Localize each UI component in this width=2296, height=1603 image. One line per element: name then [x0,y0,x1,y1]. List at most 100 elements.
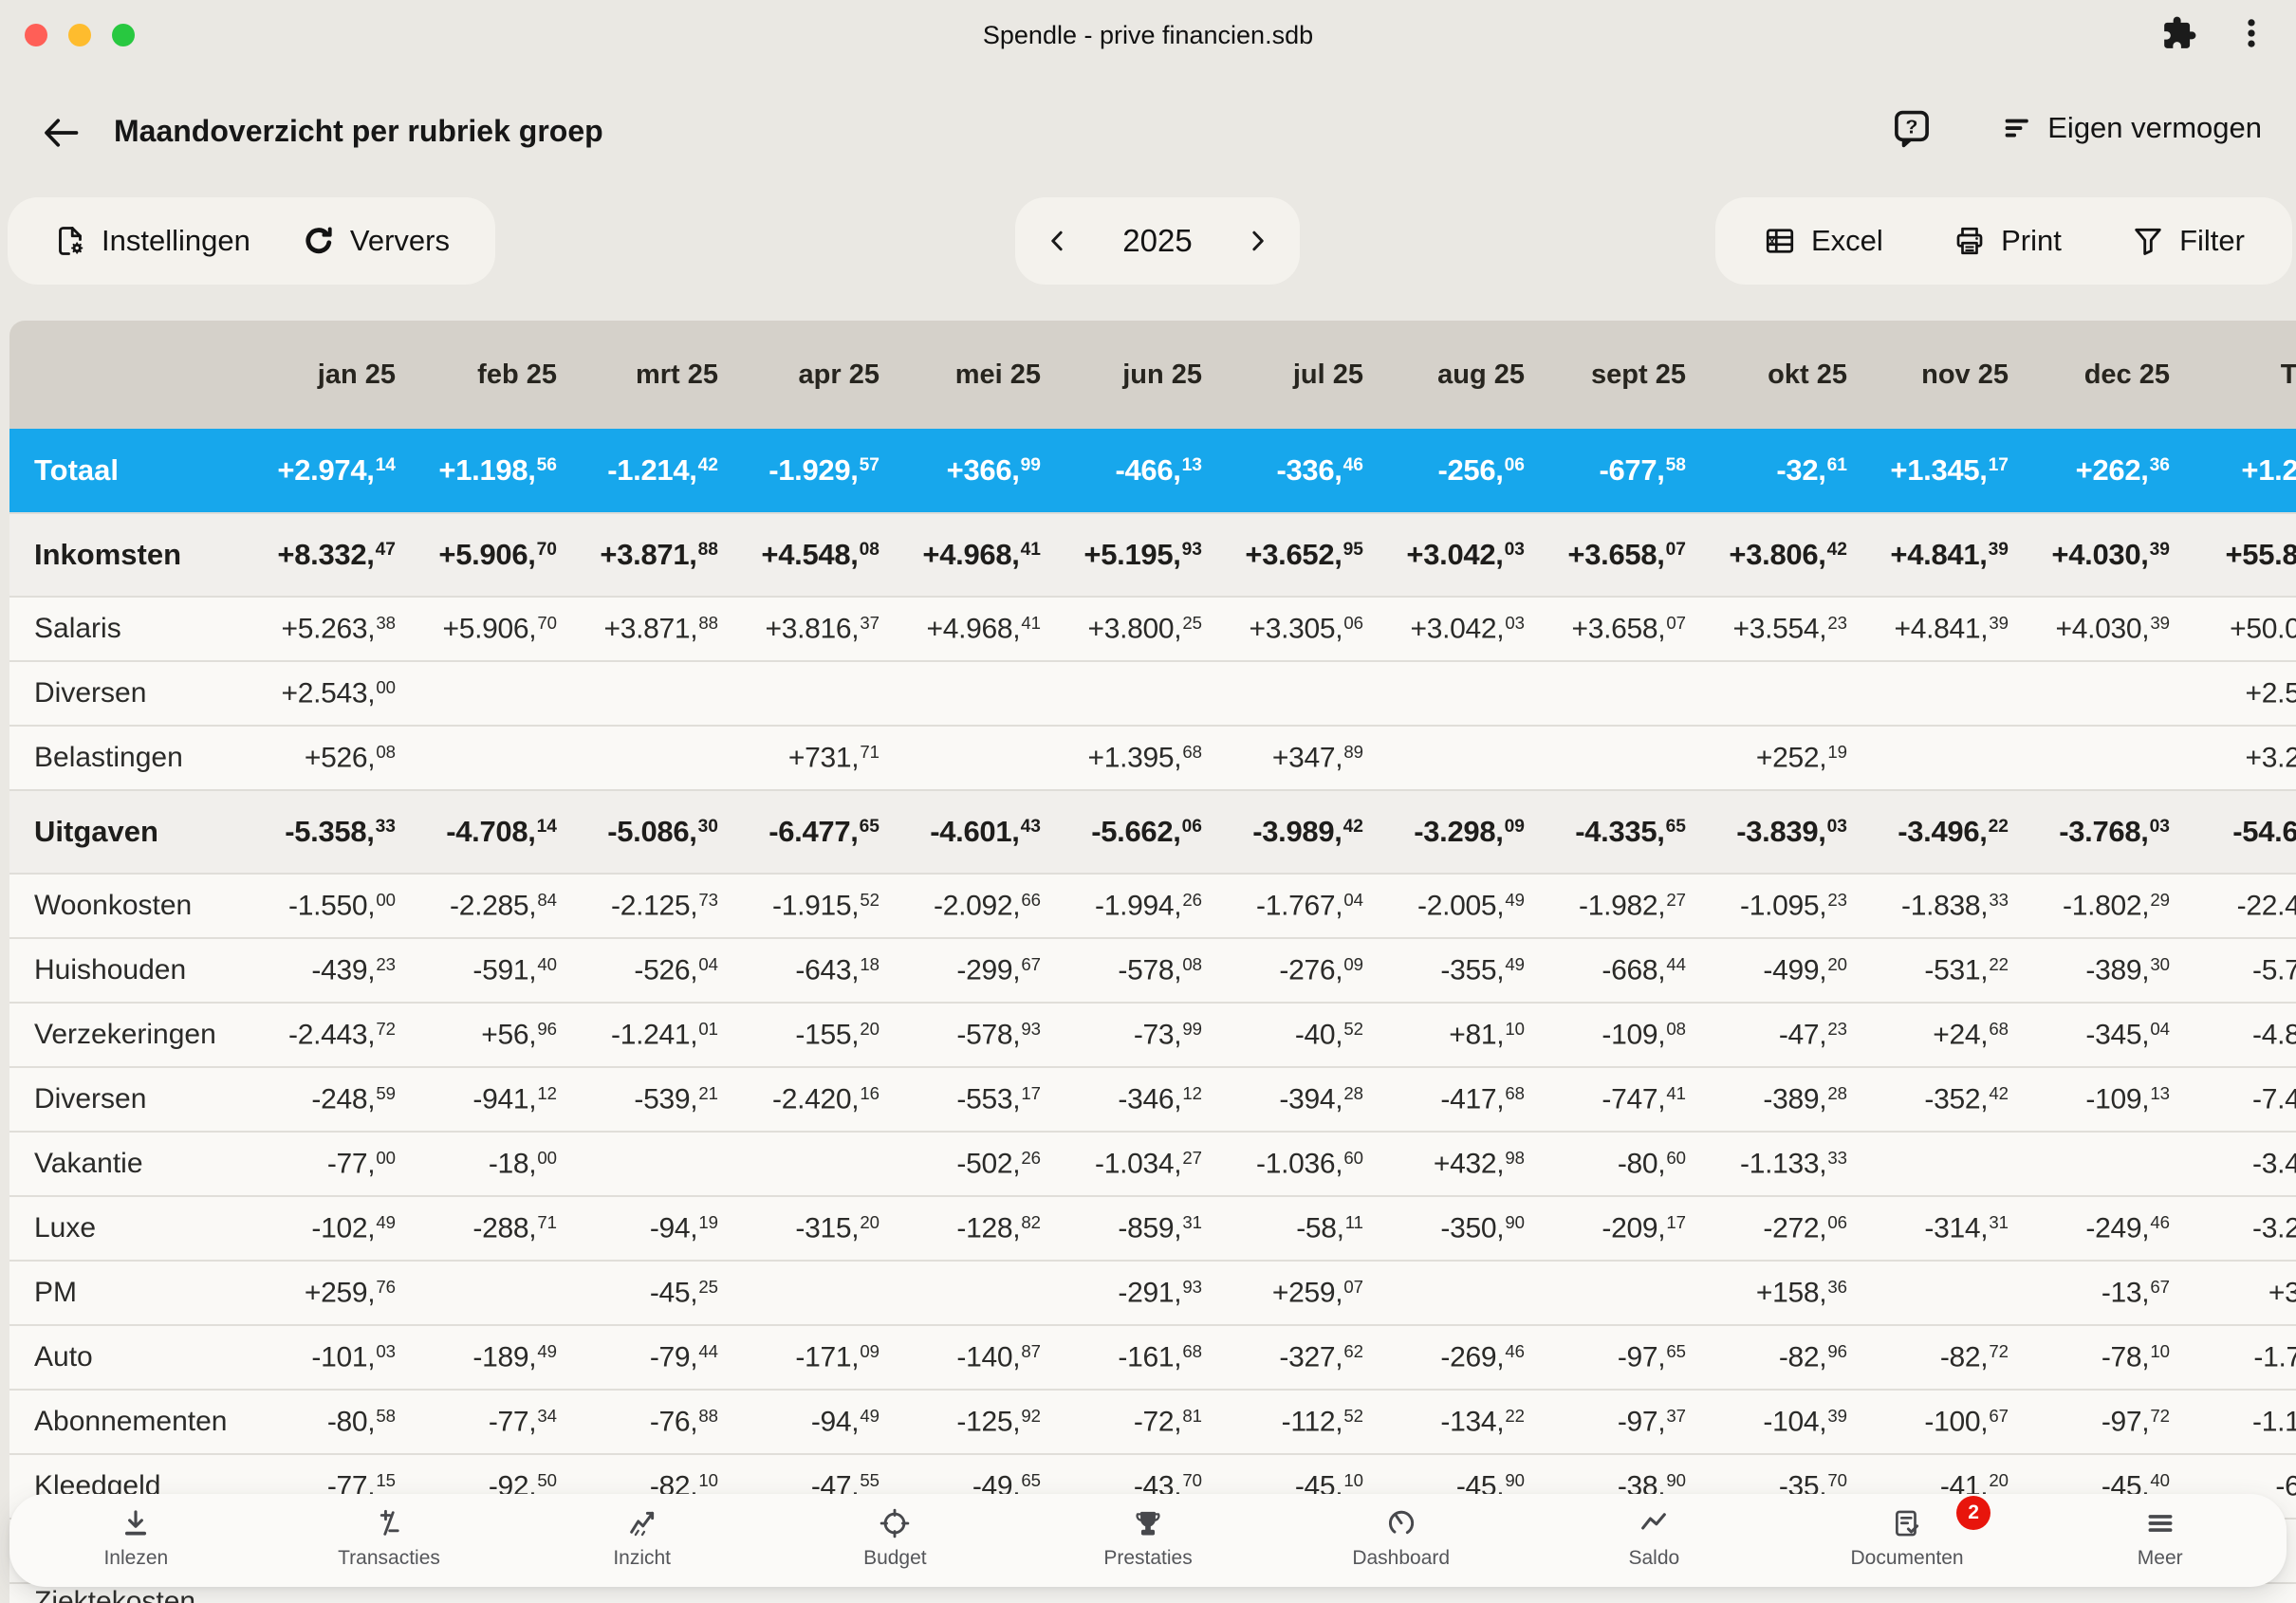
value-cell [726,1131,887,1196]
row-label: Inkomsten [9,512,242,597]
refresh-button[interactable]: Ververs [296,223,455,259]
corner-cell [9,321,242,429]
eigen-vermogen-menu[interactable]: Eigen vermogen [1994,110,2268,146]
funnel-icon [2131,224,2165,258]
value-cell: +526,08 [242,725,403,790]
printer-icon [1953,224,1987,258]
value-cell: -2.420,16 [726,1066,887,1132]
value-cell [726,1260,887,1325]
settings-button[interactable]: Instellingen [47,223,256,259]
month-overview-table: jan 25 feb 25 mrt 25 apr 25 mei 25 jun 25 jul … [9,321,2296,1603]
excel-export-button[interactable]: x Excel [1757,223,1889,259]
extensions-button[interactable] [2161,15,2197,51]
value-cell: -643,18 [726,937,887,1003]
value-cell: -79,44 [565,1324,726,1390]
value-cell: -54.620,35 [2177,789,2296,874]
value-cell [565,725,726,790]
value-cell: -80,60 [1532,1131,1694,1196]
value-cell: -526,04 [565,937,726,1003]
table-row: Verzekeringen -2.443,72 +56,96 -1.241,01 -15… [9,1002,2296,1067]
value-cell: +1.345,17 [1855,429,2016,513]
value-cell: -1.034,27 [1048,1131,1210,1196]
value-cell: -82,72 [1855,1324,2016,1390]
print-button[interactable]: Print [1947,223,2067,259]
value-cell [2016,1582,2177,1603]
filter-button[interactable]: Filter [2125,223,2250,259]
value-cell: +4.841,39 [1855,512,2016,597]
table-row: Huishouden -439,23 -591,40 -526,04 -643,18 -2… [9,937,2296,1003]
value-cell: -3.768,03 [2016,789,2177,874]
value-cell: -18,00 [403,1131,565,1196]
nav-item-documenten[interactable]: Documenten 2 [1781,1494,2034,1587]
value-cell: -1.838,33 [1855,873,2016,938]
nav-item-saldo[interactable]: Saldo [1528,1494,1781,1587]
line-chart-icon [1638,1506,1670,1540]
back-arrow-icon [40,112,82,154]
value-cell: +5.263,38 [242,596,403,661]
value-cell: -1.782,11 [2177,1324,2296,1390]
value-cell [242,1582,403,1603]
column-header: okt 25 [1694,321,1855,429]
value-cell: -1.095,23 [1694,873,1855,938]
plus-minus-icon [373,1506,405,1540]
year-value: 2025 [1122,223,1193,258]
value-cell: -288,71 [403,1195,565,1261]
value-cell [887,1260,1048,1325]
file-gear-icon [53,224,87,258]
next-year-button[interactable] [1241,225,1273,257]
value-cell: +4.030,39 [2016,596,2177,661]
column-header: apr 25 [726,321,887,429]
value-cell: -352,42 [1855,1066,2016,1132]
settings-label: Instellingen [102,224,250,257]
value-cell: -6.477,65 [726,789,887,874]
minimize-window-button[interactable] [68,24,91,46]
value-cell: +3.042,03 [1371,596,1532,661]
value-cell: -1.550,00 [242,873,403,938]
value-cell: -1.915,52 [726,873,887,938]
value-cell: -394,28 [1210,1066,1371,1132]
table-row: Woonkosten -1.550,00 -2.285,84 -2.125,73 -1.… [9,873,2296,938]
value-cell: +259,76 [242,1260,403,1325]
column-header: jul 25 [1210,321,1371,429]
nav-item-transacties[interactable]: Transacties [263,1494,516,1587]
value-cell: +5.906,70 [403,512,565,597]
value-cell: +3.871,88 [565,596,726,661]
column-header: Totaal [2177,321,2296,429]
chevron-left-icon [1042,225,1074,257]
value-cell: -336,46 [1210,429,1371,513]
overflow-menu-button[interactable] [2233,15,2269,51]
nav-item-prestaties[interactable]: Prestaties [1022,1494,1275,1587]
back-button[interactable] [40,112,82,154]
zoom-window-button[interactable] [112,24,135,46]
download-icon [120,1506,152,1540]
nav-item-meer[interactable]: Meer [2033,1494,2287,1587]
value-cell: -1.802,29 [2016,873,2177,938]
nav-item-inzicht[interactable]: Inzicht [515,1494,768,1587]
value-cell: -22.454,66 [2177,873,2296,938]
window-controls [25,24,135,46]
value-cell: -101,03 [242,1324,403,1390]
nav-item-inlezen[interactable]: Inlezen [9,1494,263,1587]
value-cell: +4.968,41 [887,512,1048,597]
value-cell: -47,23 [1694,1002,1855,1067]
nav-label: Prestaties [1103,1547,1193,1569]
chevron-right-icon [1241,225,1273,257]
previous-year-button[interactable] [1042,225,1074,257]
close-window-button[interactable] [25,24,47,46]
value-cell: +3.806,42 [1694,512,1855,597]
value-cell: +3.042,03 [1371,512,1532,597]
value-cell [1371,660,1532,726]
value-cell: -1.036,60 [1210,1131,1371,1196]
value-cell: -45,25 [565,1260,726,1325]
value-cell: -1.241,01 [565,1002,726,1067]
nav-item-budget[interactable]: Budget [768,1494,1022,1587]
value-cell: -112,52 [1210,1389,1371,1454]
nav-item-dashboard[interactable]: Dashboard [1274,1494,1528,1587]
value-cell: -97,72 [2016,1389,2177,1454]
vertical-dots-icon [2233,15,2269,51]
help-button[interactable]: ? [1890,106,1934,150]
value-cell: -314,31 [1855,1195,2016,1261]
value-cell [1371,1260,1532,1325]
value-cell: +2.543,00 [242,660,403,726]
value-cell: -389,28 [1694,1066,1855,1132]
